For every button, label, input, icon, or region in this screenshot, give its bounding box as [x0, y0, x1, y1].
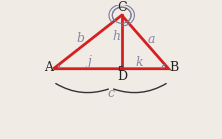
Text: c: c — [107, 87, 115, 100]
Text: k: k — [136, 56, 144, 69]
Text: A: A — [44, 61, 53, 74]
Text: b: b — [77, 32, 85, 45]
Text: h: h — [112, 30, 120, 43]
Text: B: B — [169, 61, 178, 74]
Text: C: C — [118, 1, 127, 14]
Text: D: D — [117, 70, 127, 83]
Text: j: j — [87, 55, 91, 68]
Text: a: a — [147, 33, 155, 46]
